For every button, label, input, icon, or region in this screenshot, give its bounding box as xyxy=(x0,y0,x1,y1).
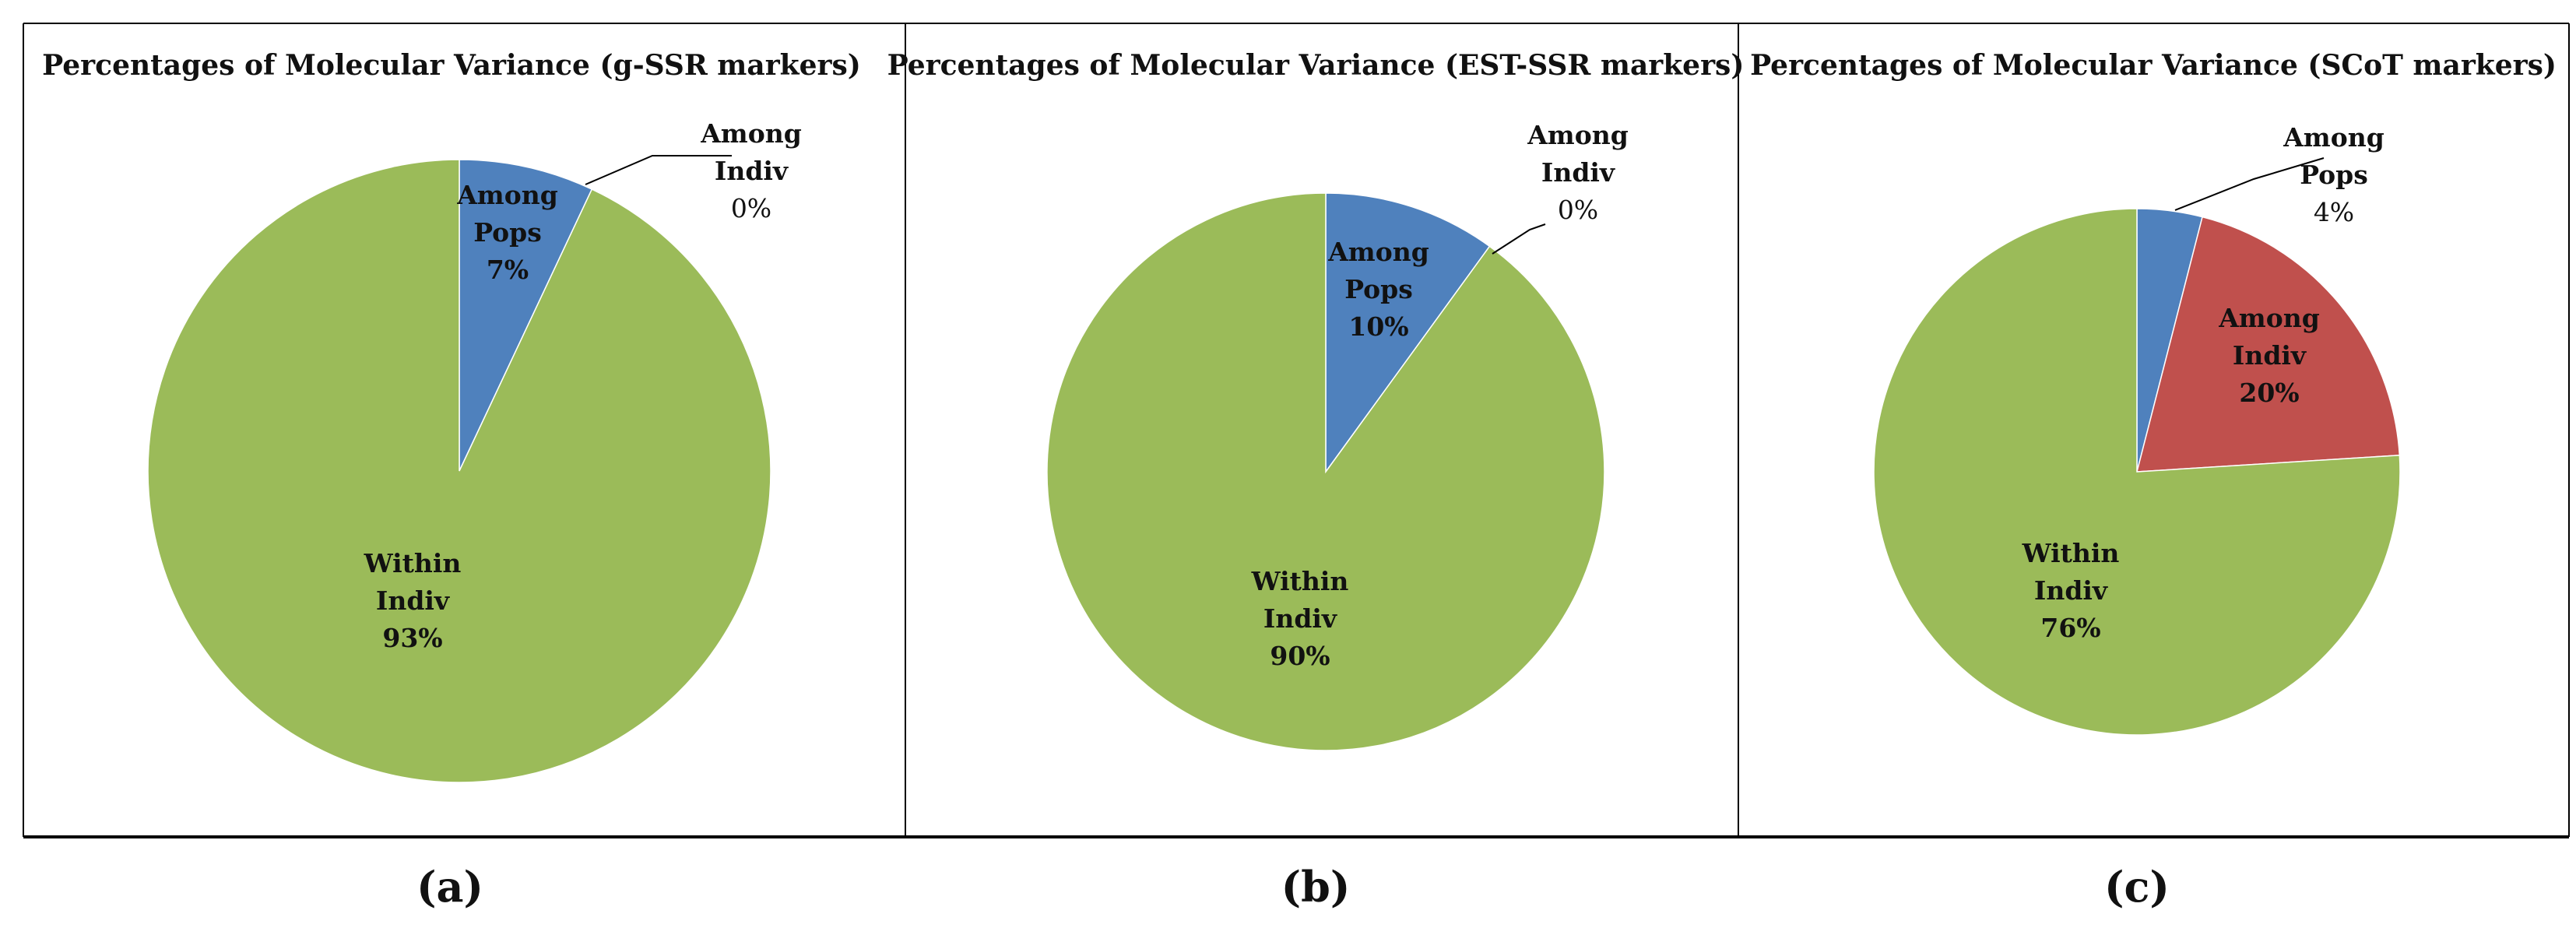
data-label: Among Indiv 0% xyxy=(1527,120,1629,225)
chart-title: Percentages of Molecular Variance (g-SSR… xyxy=(42,49,861,82)
pie-slice-within-indiv xyxy=(1873,208,2401,736)
pie-chart: Percentages of Molecular Variance (SCoT … xyxy=(1750,49,2557,736)
pie-chart: Percentages of Molecular Variance (g-SSR… xyxy=(42,49,861,783)
leader-line xyxy=(2174,157,2325,211)
data-label: Among Pops 10% xyxy=(1327,237,1429,342)
data-label: Among Indiv 20% xyxy=(2218,303,2320,408)
data-label: Within Indiv 93% xyxy=(364,548,462,653)
data-label: Among Indiv 0% xyxy=(700,118,802,223)
pie-chart: Percentages of Molecular Variance (EST-S… xyxy=(887,49,1745,751)
chart-title: Percentages of Molecular Variance (EST-S… xyxy=(887,49,1745,82)
panel-caption: (c) xyxy=(2104,862,2170,912)
chart-title: Percentages of Molecular Variance (SCoT … xyxy=(1750,49,2557,82)
leader-line xyxy=(585,155,732,185)
pie-slice-within-indiv xyxy=(1046,192,1605,751)
panel-caption: (b) xyxy=(1281,862,1351,912)
pie-slice-among-pops xyxy=(1325,192,1491,474)
leader-line xyxy=(1492,223,1546,255)
data-label: Among Pops 7% xyxy=(456,180,558,285)
data-label: Among Pops 4% xyxy=(2283,122,2384,227)
panel-caption: (a) xyxy=(416,862,483,912)
pie-slice-among-pops xyxy=(459,159,593,472)
pie-slice-within-indiv xyxy=(147,159,771,783)
data-label: Within Indiv 90% xyxy=(1251,566,1349,671)
data-label: Within Indiv 76% xyxy=(2022,538,2120,643)
pie-slice-among-indiv xyxy=(2136,216,2401,473)
